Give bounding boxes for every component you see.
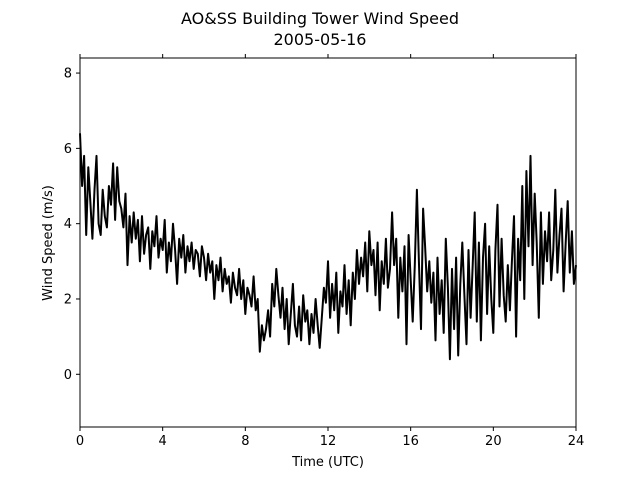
y-tick-label: 8 (64, 67, 72, 82)
wind-speed-series-line (79, 133, 577, 361)
x-tick-label: 8 (241, 434, 249, 449)
x-tick-label: 12 (320, 434, 337, 449)
y-tick-label: 0 (64, 368, 72, 383)
x-tick-label: 4 (159, 434, 167, 449)
y-tick-label: 6 (64, 142, 72, 157)
x-tick-label: 24 (568, 434, 585, 449)
y-axis-label: Wind Speed (m/s) (41, 185, 56, 301)
y-tick-label: 2 (64, 292, 72, 307)
x-tick-label: 20 (485, 434, 502, 449)
x-axis-ticks: 0 4 8 12 16 20 24 (76, 54, 584, 449)
x-tick-label: 16 (402, 434, 419, 449)
plot-area (79, 57, 577, 428)
x-tick-label: 0 (76, 434, 84, 449)
y-axis-ticks: 0 2 4 6 8 (64, 67, 80, 383)
x-axis-label: Time (UTC) (291, 455, 364, 470)
chart-title: AO&SS Building Tower Wind Speed (181, 9, 459, 28)
y-tick-label: 4 (64, 217, 72, 232)
chart-subtitle: 2005-05-16 (274, 30, 367, 49)
